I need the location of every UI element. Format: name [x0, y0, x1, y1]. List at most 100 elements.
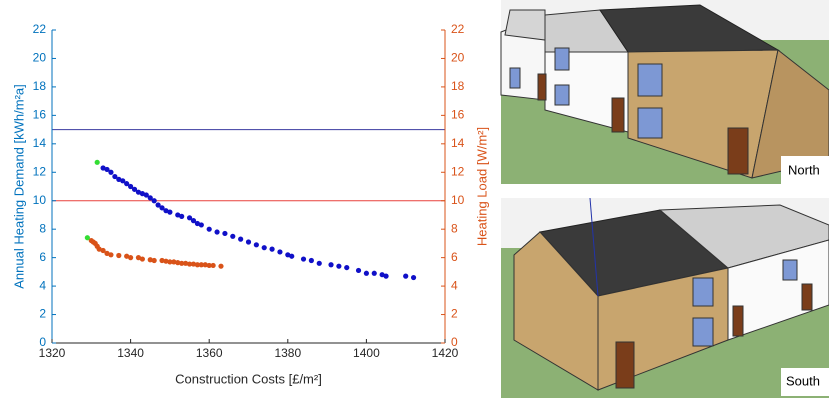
- y2-tick-label: 4: [451, 278, 458, 292]
- point: [253, 242, 259, 248]
- point: [116, 252, 122, 259]
- point: [135, 255, 142, 261]
- point: [94, 159, 100, 165]
- point: [183, 260, 189, 266]
- plot-area: [52, 30, 445, 343]
- point: [289, 253, 295, 259]
- y2-tick-label: 10: [451, 193, 465, 207]
- point: [84, 235, 90, 241]
- point: [328, 262, 334, 268]
- point: [143, 192, 149, 198]
- x-tick-label: 1380: [274, 346, 301, 360]
- y2-tick-label: 14: [451, 136, 465, 150]
- point: [96, 246, 102, 252]
- point: [238, 236, 244, 242]
- y-tick-label: 16: [33, 108, 47, 122]
- point: [410, 274, 417, 281]
- point: [124, 253, 130, 259]
- point: [108, 169, 114, 175]
- point: [135, 189, 142, 195]
- point: [379, 272, 385, 278]
- y2-axis-label: Heating Load [W/m²]: [474, 127, 489, 246]
- y2-tick-label: 8: [451, 221, 458, 235]
- point: [175, 212, 181, 218]
- y-tick-label: 12: [33, 164, 47, 178]
- point: [403, 273, 409, 279]
- x-tick-label: 1400: [353, 346, 380, 360]
- y2-tick-label: 18: [451, 79, 465, 93]
- point: [214, 229, 220, 235]
- south-rendering: South: [501, 197, 829, 398]
- y2-tick-label: 12: [451, 164, 465, 178]
- point: [139, 191, 145, 197]
- point: [269, 246, 275, 252]
- point: [100, 247, 106, 254]
- point: [186, 261, 193, 267]
- point: [100, 165, 106, 171]
- point: [147, 257, 153, 263]
- point: [277, 249, 283, 255]
- y-axis-label: Annual Heating Demand [kWh/m²a]: [11, 84, 26, 288]
- y2-tick-label: 20: [451, 51, 465, 65]
- y-tick-label: 2: [39, 307, 46, 321]
- point: [159, 257, 165, 264]
- point: [198, 262, 204, 268]
- point: [104, 250, 110, 256]
- point: [155, 202, 161, 208]
- point: [245, 239, 252, 245]
- point: [151, 198, 157, 204]
- point: [131, 186, 138, 192]
- point: [147, 195, 153, 201]
- y2-tick-label: 16: [451, 108, 465, 122]
- y-tick-label: 4: [39, 278, 46, 292]
- point: [128, 183, 134, 190]
- point: [139, 256, 145, 262]
- point: [190, 261, 197, 267]
- point: [124, 181, 130, 187]
- image-label: North: [788, 162, 820, 177]
- point: [363, 270, 369, 276]
- y-tick-label: 22: [33, 22, 47, 36]
- y-tick-label: 8: [39, 221, 46, 235]
- point: [198, 222, 204, 228]
- point: [206, 262, 212, 269]
- point: [175, 260, 181, 266]
- point: [300, 256, 307, 262]
- x-tick-label: 1420: [432, 346, 459, 360]
- point: [355, 267, 362, 274]
- point: [167, 259, 173, 265]
- y2-tick-label: 6: [451, 250, 458, 264]
- point: [120, 178, 126, 184]
- point: [151, 257, 157, 264]
- x-tick-label: 1340: [117, 346, 144, 360]
- point: [206, 226, 212, 232]
- point: [171, 259, 177, 265]
- point: [179, 213, 185, 219]
- point: [116, 176, 122, 182]
- point: [194, 220, 201, 227]
- y2-tick-label: 2: [451, 307, 458, 321]
- point: [104, 166, 110, 173]
- point: [336, 263, 342, 269]
- point: [194, 262, 201, 268]
- x-tick-label: 1360: [196, 346, 223, 360]
- point: [186, 215, 193, 221]
- image-label: South: [786, 373, 820, 388]
- y-tick-label: 20: [33, 51, 47, 65]
- point: [108, 252, 114, 258]
- point: [344, 264, 350, 271]
- point: [261, 245, 267, 251]
- point: [316, 260, 322, 266]
- point: [210, 262, 216, 269]
- point: [371, 270, 377, 276]
- y-tick-label: 0: [39, 335, 46, 349]
- x-tick-label: 1320: [39, 346, 66, 360]
- point: [383, 273, 389, 279]
- y-tick-label: 14: [33, 136, 47, 150]
- y2-tick-label: 0: [451, 335, 458, 349]
- point: [308, 257, 314, 264]
- point: [218, 263, 224, 269]
- point: [128, 255, 134, 261]
